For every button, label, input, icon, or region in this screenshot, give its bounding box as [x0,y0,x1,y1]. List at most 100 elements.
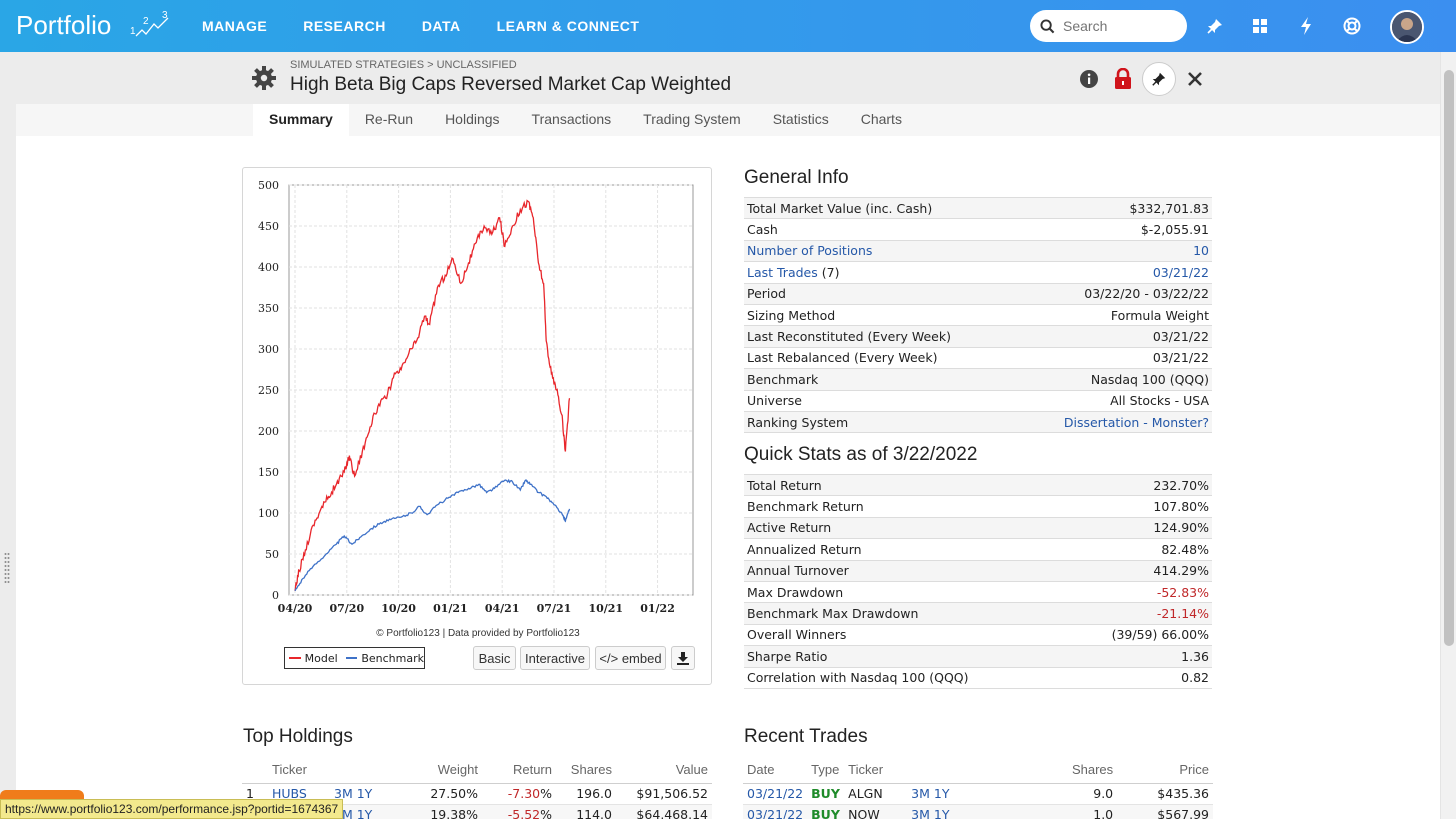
breadcrumb: SIMULATED STRATEGIES > UNCLASSIFIED [290,59,517,71]
svg-text:3: 3 [162,10,168,21]
legend-model-label[interactable]: Model [304,651,338,665]
tab-summary[interactable]: Summary [253,104,349,136]
legend-benchmark-label[interactable]: Benchmark [361,651,424,665]
search-input[interactable] [1063,18,1173,34]
trade-date-link[interactable]: 03/21/22 [743,804,808,819]
pin-icon [1152,72,1166,86]
last-trades-date-link[interactable]: 03/21/22 [1016,261,1212,284]
stat-label: Overall Winners [744,624,1066,647]
stat-label: Annualized Return [744,538,1066,561]
info-value: 03/21/22 [1016,347,1212,370]
download-icon [677,651,689,665]
top-holdings-table: Ticker Weight Return Shares Value 1 HUBS… [242,757,712,819]
scrollbar-thumb[interactable] [1444,70,1454,646]
info-label: Last Reconstituted (Every Week) [744,325,1017,348]
user-avatar[interactable] [1390,10,1424,44]
table-row: 1 HUBS 3M 1Y 27.50% -7.30% 196.0 $91,506… [242,783,712,805]
search-icon [1040,18,1055,33]
info-row: Last Trades (7) 03/21/22 [744,261,1212,284]
chart-1y-link[interactable]: 1Y [933,807,950,819]
info-row: Universe All Stocks - USA [744,390,1212,412]
y-tick-label: 50 [265,548,279,561]
basic-chart-button[interactable]: Basic [473,646,516,670]
chart-3m-link[interactable]: 3M [911,807,930,819]
tab-transactions[interactable]: Transactions [531,111,612,127]
chart-3m-link[interactable]: 3M [911,786,930,801]
embed-chart-button[interactable]: </> embed [595,646,666,670]
x-tick-label: 04/20 [278,602,313,615]
pin-button[interactable] [1142,62,1176,96]
recent-trades-title: Recent Trades [744,726,868,747]
nav-research[interactable]: RESEARCH [303,18,386,34]
col-ticker[interactable]: Ticker [844,757,908,784]
trade-type: BUY [807,804,845,819]
stat-label: Correlation with Nasdaq 100 (QQQ) [744,667,1066,689]
x-tick-label: 07/21 [537,602,572,615]
y-tick-label: 200 [258,425,279,438]
trade-ticker: ALGN [844,783,908,805]
lifebuoy-icon[interactable] [1340,14,1364,38]
interactive-chart-button[interactable]: Interactive [520,646,590,670]
tab-charts[interactable]: Charts [860,111,902,127]
number-of-positions-link[interactable]: Number of Positions [744,240,1017,263]
info-value: All Stocks - USA [1016,390,1212,412]
stat-row: Active Return 124.90% [744,517,1212,540]
info-label: Period [744,283,1017,305]
info-row: Benchmark Nasdaq 100 (QQQ) [744,368,1212,391]
tab-holdings[interactable]: Holdings [445,111,500,127]
chart-1y-link[interactable]: 1Y [933,786,950,801]
return-pct: % [540,786,552,801]
col-date[interactable]: Date [743,757,808,784]
y-tick-label: 150 [258,466,279,479]
nav-manage[interactable]: MANAGE [202,18,268,34]
lock-icon[interactable] [1110,66,1136,92]
search-box[interactable] [1030,10,1187,42]
value-cell: $91,506.52 [616,783,712,805]
grid-icon[interactable] [1248,14,1272,38]
nav-learn-connect[interactable]: LEARN & CONNECT [496,18,640,34]
trade-ticker: NOW [844,804,908,819]
performance-chart: 0 50 100 150 200 250 300 350 400 450 500 04/20 07/20… [258,179,694,615]
x-tick-label: 04/21 [485,602,520,615]
drag-handle-icon[interactable] [4,552,10,586]
tab-trading-system[interactable]: Trading System [643,111,741,127]
trade-type: BUY [807,783,845,805]
chart-1y-link[interactable]: 1Y [356,786,373,801]
portfolio123-logo[interactable]: Portfolio [16,10,112,40]
x-tick-label: 01/22 [640,602,675,615]
ranking-system-link[interactable]: Dissertation - Monster? [1016,411,1212,434]
tab-re-run[interactable]: Re-Run [364,111,414,127]
col-value[interactable]: Value [616,757,712,784]
chart-1y-link[interactable]: 1Y [356,807,373,819]
table-header-row: Date Type Ticker Shares Price [743,757,1213,784]
pin-icon[interactable] [1203,14,1227,38]
col-return[interactable]: Return [482,757,556,784]
x-tick-label: 10/20 [381,602,416,615]
col-ticker[interactable]: Ticker [268,757,330,784]
stat-value: 0.82 [1065,667,1212,689]
info-icon[interactable] [1076,66,1102,92]
positions-count-link[interactable]: 10 [1016,240,1212,263]
vertical-scrollbar[interactable] [1440,52,1456,819]
col-shares[interactable]: Shares [556,757,616,784]
col-shares[interactable]: Shares [987,757,1118,784]
svg-text:1: 1 [130,26,136,37]
info-row: Last Rebalanced (Every Week) 03/21/22 [744,347,1212,370]
trade-date-link[interactable]: 03/21/22 [743,783,808,805]
info-label: Benchmark [744,368,1017,391]
nav-data[interactable]: DATA [421,18,461,34]
col-price[interactable]: Price [1117,757,1213,784]
tab-statistics[interactable]: Statistics [772,111,829,127]
col-type[interactable]: Type [807,757,845,784]
info-row: Total Market Value (inc. Cash) $332,701.8… [744,197,1212,220]
download-chart-button[interactable] [671,646,695,670]
stat-row: Overall Winners (39/59) 66.00% [744,624,1212,647]
chart-credit: © Portfolio123 | Data provided by Portfo… [376,628,580,639]
stat-value: (39/59) 66.00% [1065,624,1212,647]
gear-icon[interactable] [250,64,278,92]
lightning-icon[interactable] [1294,14,1318,38]
col-weight[interactable]: Weight [390,757,482,784]
last-trades-link[interactable]: Last Trades [747,264,818,280]
close-icon[interactable] [1182,66,1208,92]
chart-3m-link[interactable]: 3M [334,786,353,801]
